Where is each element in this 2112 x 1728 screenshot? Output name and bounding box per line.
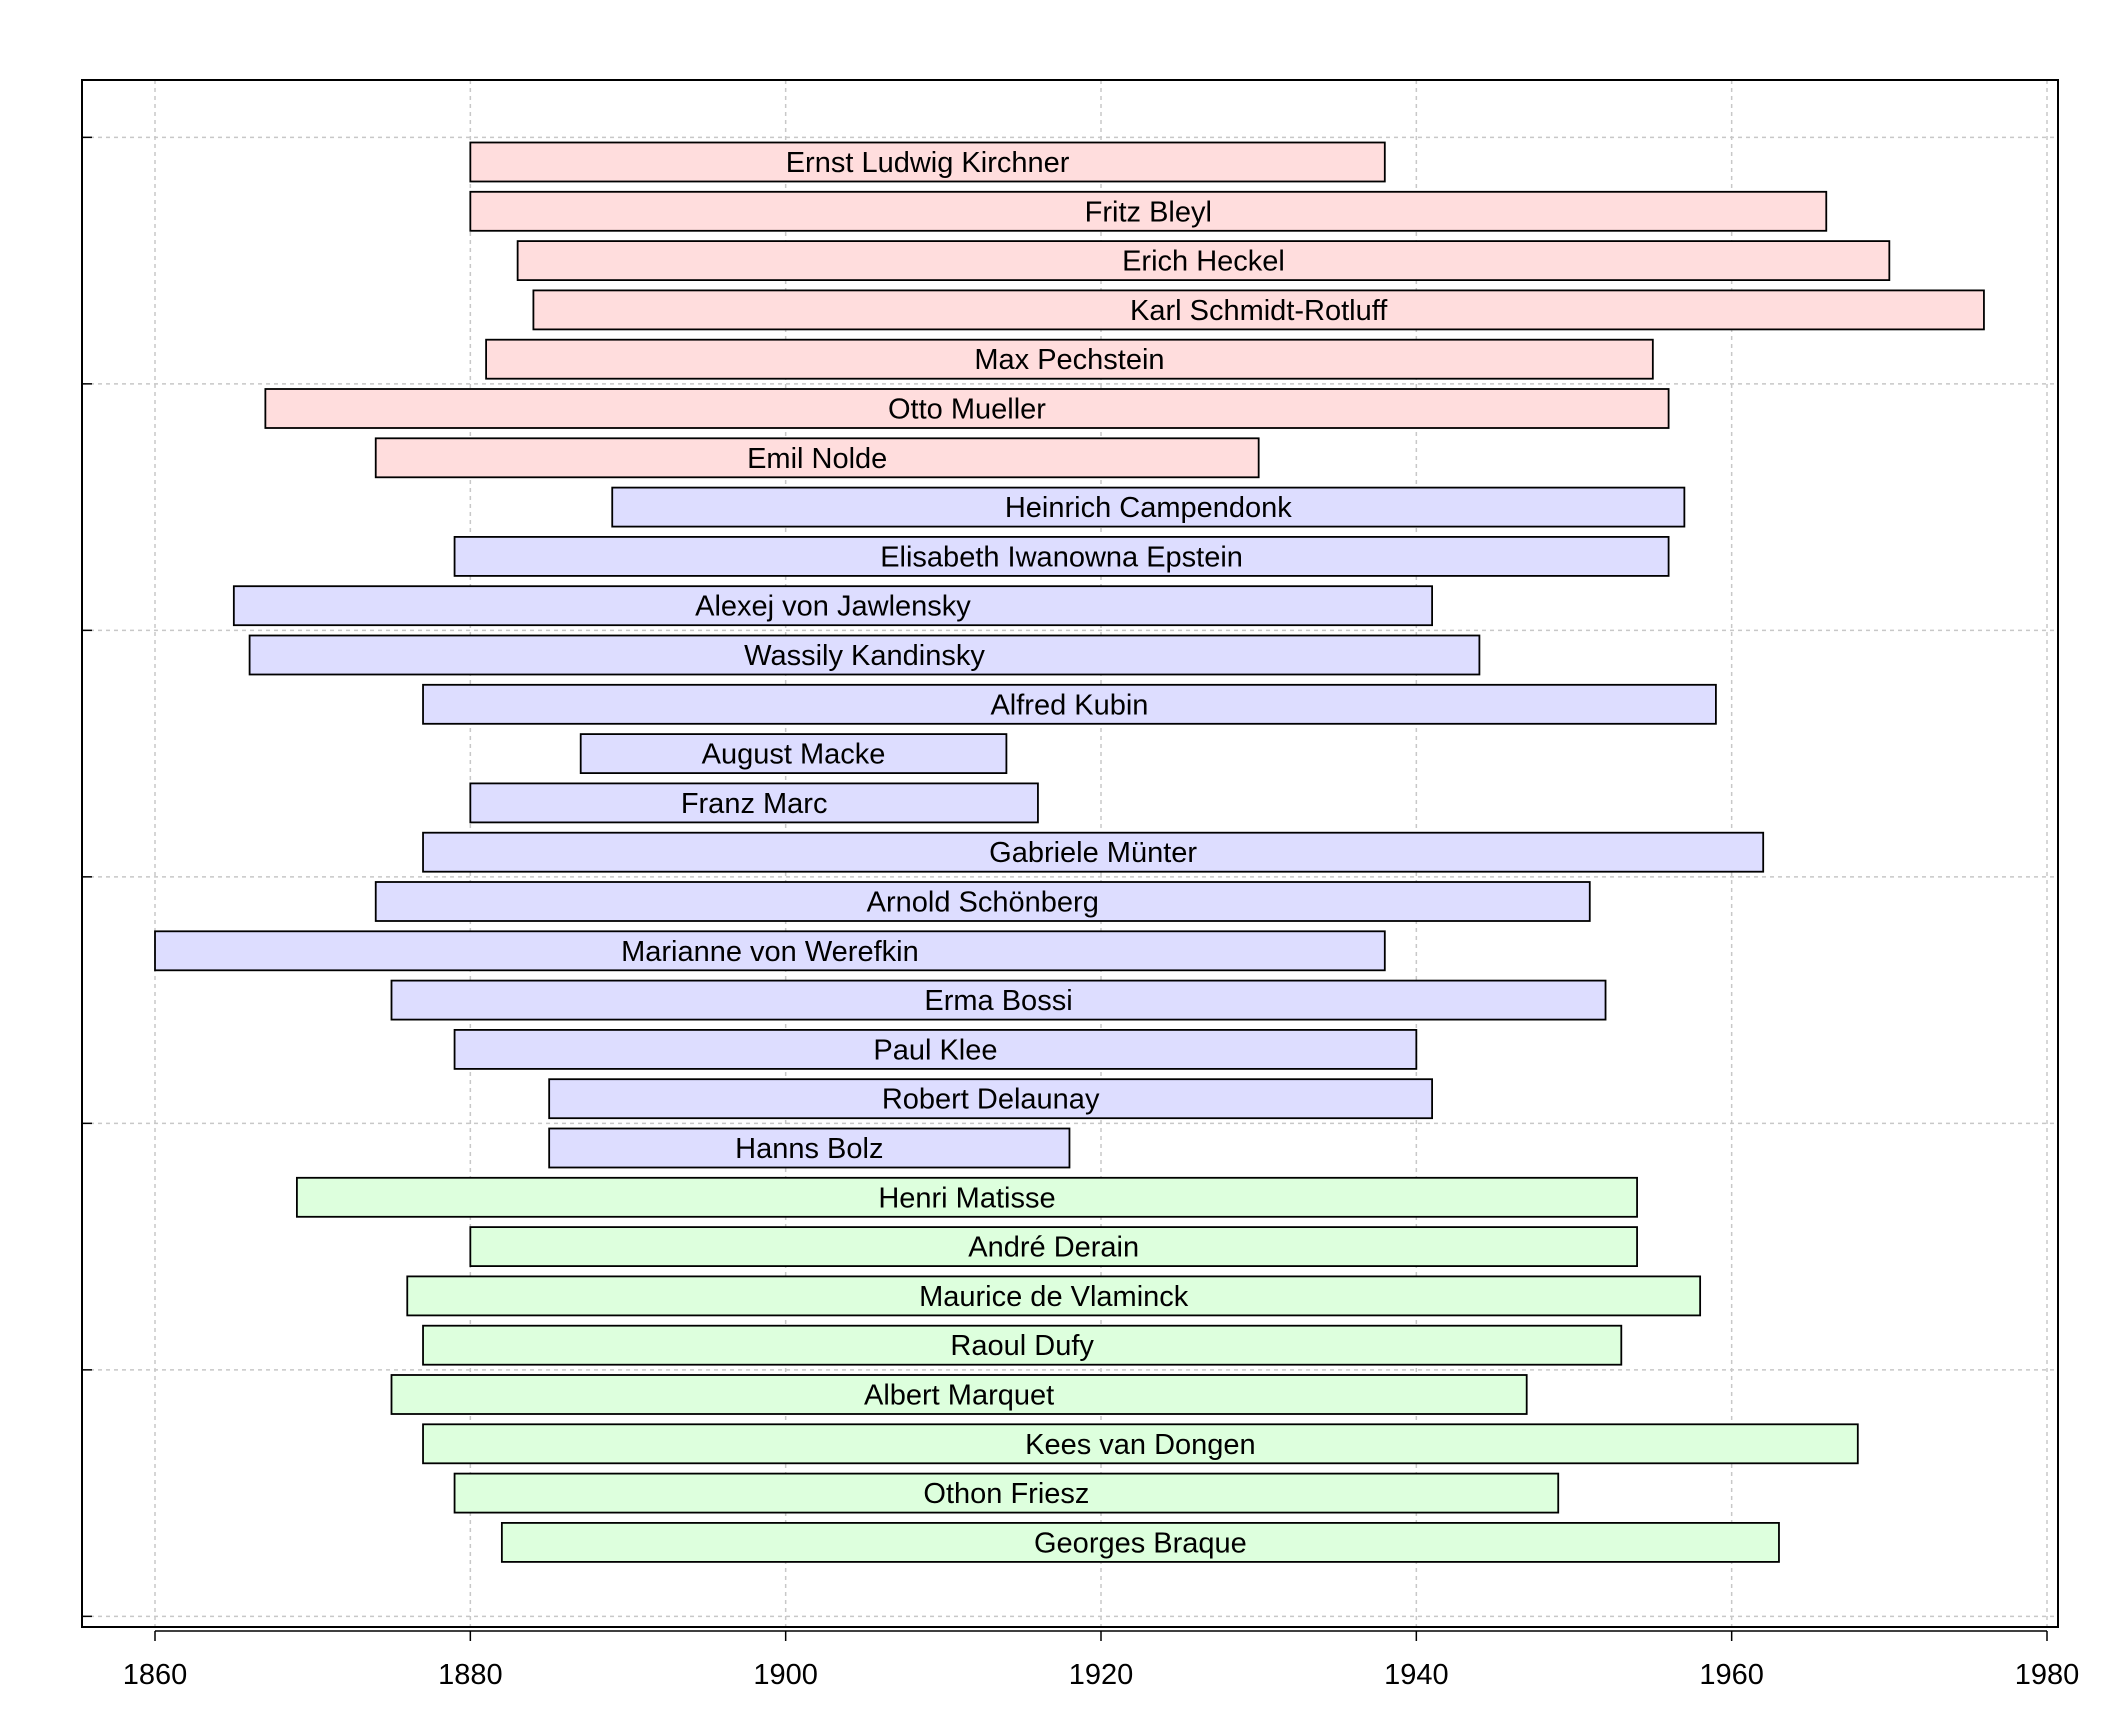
lifespan-bar — [453, 536, 1670, 577]
lifespan-bar — [579, 733, 1008, 774]
lifespan-bar — [374, 437, 1260, 479]
plot-frame — [81, 79, 2059, 1628]
lifespan-bar — [406, 1275, 1702, 1317]
bar-labels: Ernst Ludwig Kirchner Fritz Bleyl Erich He… — [621, 147, 1388, 1559]
x-tick-label: 1880 — [438, 1659, 503, 1691]
lifespan-bar — [453, 1472, 1560, 1514]
bar-label: Arnold Schönberg — [867, 887, 1099, 919]
bar-label: August Macke — [702, 739, 886, 771]
bar-label: Emil Nolde — [747, 443, 887, 475]
grid-lines — [82, 80, 2058, 1627]
bar-label: Franz Marc — [681, 788, 828, 820]
x-tick-label: 1860 — [123, 1659, 188, 1691]
lifespan-bar — [422, 683, 1717, 725]
lifespan-bar — [422, 831, 1765, 873]
bar-label: Georges Braque — [1034, 1527, 1247, 1559]
bar-label: Marianne von Werefkin — [621, 936, 919, 968]
lifespan-bar — [154, 930, 1386, 972]
bar-label: Gabriele Münter — [989, 837, 1197, 869]
x-tick-label: 1940 — [1384, 1659, 1449, 1691]
bar-label: Hanns Bolz — [735, 1133, 883, 1165]
lifespan-bar — [374, 881, 1591, 922]
lifespan-bar — [469, 1226, 1638, 1267]
bar-label: Heinrich Campendonk — [1005, 492, 1292, 524]
lifespan-bar — [516, 240, 1891, 282]
bar-label: Elisabeth Iwanowna Epstein — [880, 541, 1243, 573]
bar-label: Otto Mueller — [888, 394, 1046, 426]
bar-label: Alexej von Jawlensky — [695, 591, 971, 623]
bar-label: Erich Heckel — [1122, 246, 1285, 278]
lifespan-bar — [611, 486, 1686, 528]
lifespan-bar — [548, 1078, 1434, 1120]
x-tick-label: 1920 — [1069, 1659, 1134, 1691]
bar-label: André Derain — [968, 1232, 1139, 1264]
bar-label: Fritz Bleyl — [1085, 196, 1212, 228]
bar-label: Alfred Kubin — [990, 689, 1148, 721]
lifespan-bar — [453, 1029, 1418, 1070]
lifespan-bar — [485, 338, 1654, 380]
bar-label: Henri Matisse — [878, 1182, 1055, 1214]
lifespan-bar — [548, 1127, 1071, 1169]
lifespan-bar — [469, 141, 1386, 183]
lifespan-bar — [469, 190, 1828, 232]
lifespan-bar — [232, 585, 1434, 627]
bars — [154, 141, 1985, 1563]
bar-label: Ernst Ludwig Kirchner — [786, 147, 1070, 179]
bar-label: Raoul Dufy — [950, 1330, 1094, 1362]
x-axis: 1860 1880 1900 1920 1940 1960 1980 — [82, 136, 2080, 1691]
bar-label: Kees van Dongen — [1025, 1429, 1256, 1461]
x-tick-label: 1900 — [753, 1659, 818, 1691]
lifespan-bar — [390, 979, 1607, 1021]
lifespan-bar — [532, 289, 1985, 331]
x-tick-label: 1960 — [1699, 1659, 1764, 1691]
bar-label: Albert Marquet — [864, 1380, 1054, 1412]
lifespan-bar — [422, 1423, 1859, 1465]
lifespan-bar — [500, 1522, 1780, 1563]
bar-label: Maurice de Vlaminck — [919, 1281, 1189, 1313]
bar-label: Paul Klee — [873, 1034, 997, 1066]
lifespan-bar — [390, 1374, 1528, 1415]
lifespan-bar — [469, 782, 1039, 824]
bar-label: Othon Friesz — [923, 1478, 1089, 1510]
bar-label: Karl Schmidt-Rotluff — [1130, 295, 1388, 327]
bar-label: Max Pechstein — [974, 344, 1164, 376]
lifespan-bar — [422, 1324, 1623, 1366]
lifespan-bar — [295, 1176, 1638, 1218]
lifespan-bar — [264, 388, 1670, 429]
lifespan-bar — [248, 634, 1481, 676]
bar-label: Erma Bossi — [924, 985, 1072, 1017]
x-tick-label: 1980 — [2015, 1659, 2080, 1691]
bar-label: Robert Delaunay — [882, 1084, 1100, 1116]
bar-label: Wassily Kandinsky — [744, 640, 985, 672]
